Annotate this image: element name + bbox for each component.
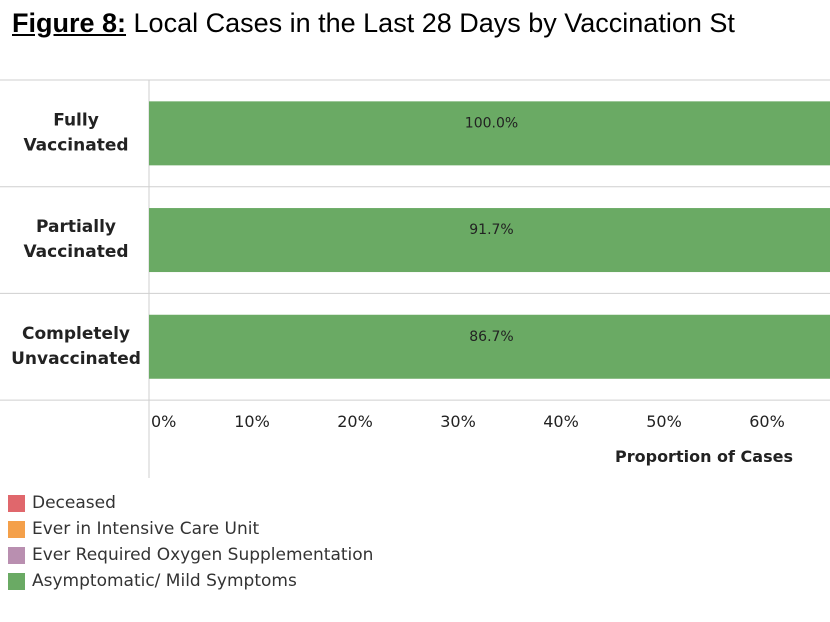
legend-label: Asymptomatic/ Mild Symptoms	[32, 571, 297, 591]
data-label: 100.0%	[465, 115, 518, 131]
chart-title: Figure 8: Local Cases in the Last 28 Day…	[12, 8, 735, 39]
legend: Deceased Ever in Intensive Care Unit Ever …	[8, 490, 373, 594]
bar-0	[149, 101, 830, 166]
legend-item: Deceased	[8, 490, 373, 516]
data-label: 91.7%	[469, 222, 513, 238]
x-tick-label: 40%	[543, 412, 579, 431]
legend-swatch	[8, 520, 25, 538]
legend-item: Ever in Intensive Care Unit	[8, 516, 373, 542]
category-label: Partially Vaccinated	[23, 217, 128, 262]
category-label: Fully Vaccinated	[23, 110, 128, 155]
x-tick-label: 60%	[749, 412, 785, 431]
x-tick-label: 50%	[646, 412, 682, 431]
x-tick-label: 20%	[337, 412, 373, 431]
figure-number: Figure 8:	[12, 8, 127, 38]
legend-swatch	[8, 494, 25, 512]
x-tick-label: 0%	[151, 412, 176, 431]
data-label: 86.7%	[469, 329, 513, 345]
x-tick-label: 30%	[440, 412, 476, 431]
x-axis-title: Proportion of Cases	[615, 447, 793, 466]
legend-label: Ever in Intensive Care Unit	[32, 519, 260, 539]
x-tick-label: 10%	[234, 412, 270, 431]
legend-item: Ever Required Oxygen Supplementation	[8, 542, 373, 568]
legend-label: Deceased	[32, 493, 116, 513]
legend-item: Asymptomatic/ Mild Symptoms	[8, 568, 373, 594]
bar-1	[149, 208, 830, 273]
category-label: Completely Unvaccinated	[11, 324, 141, 369]
figure-title-text: Local Cases in the Last 28 Days by Vacci…	[133, 8, 735, 38]
legend-swatch	[8, 572, 25, 590]
legend-label: Ever Required Oxygen Supplementation	[32, 545, 374, 565]
bar-2	[149, 314, 830, 379]
legend-swatch	[8, 546, 25, 564]
